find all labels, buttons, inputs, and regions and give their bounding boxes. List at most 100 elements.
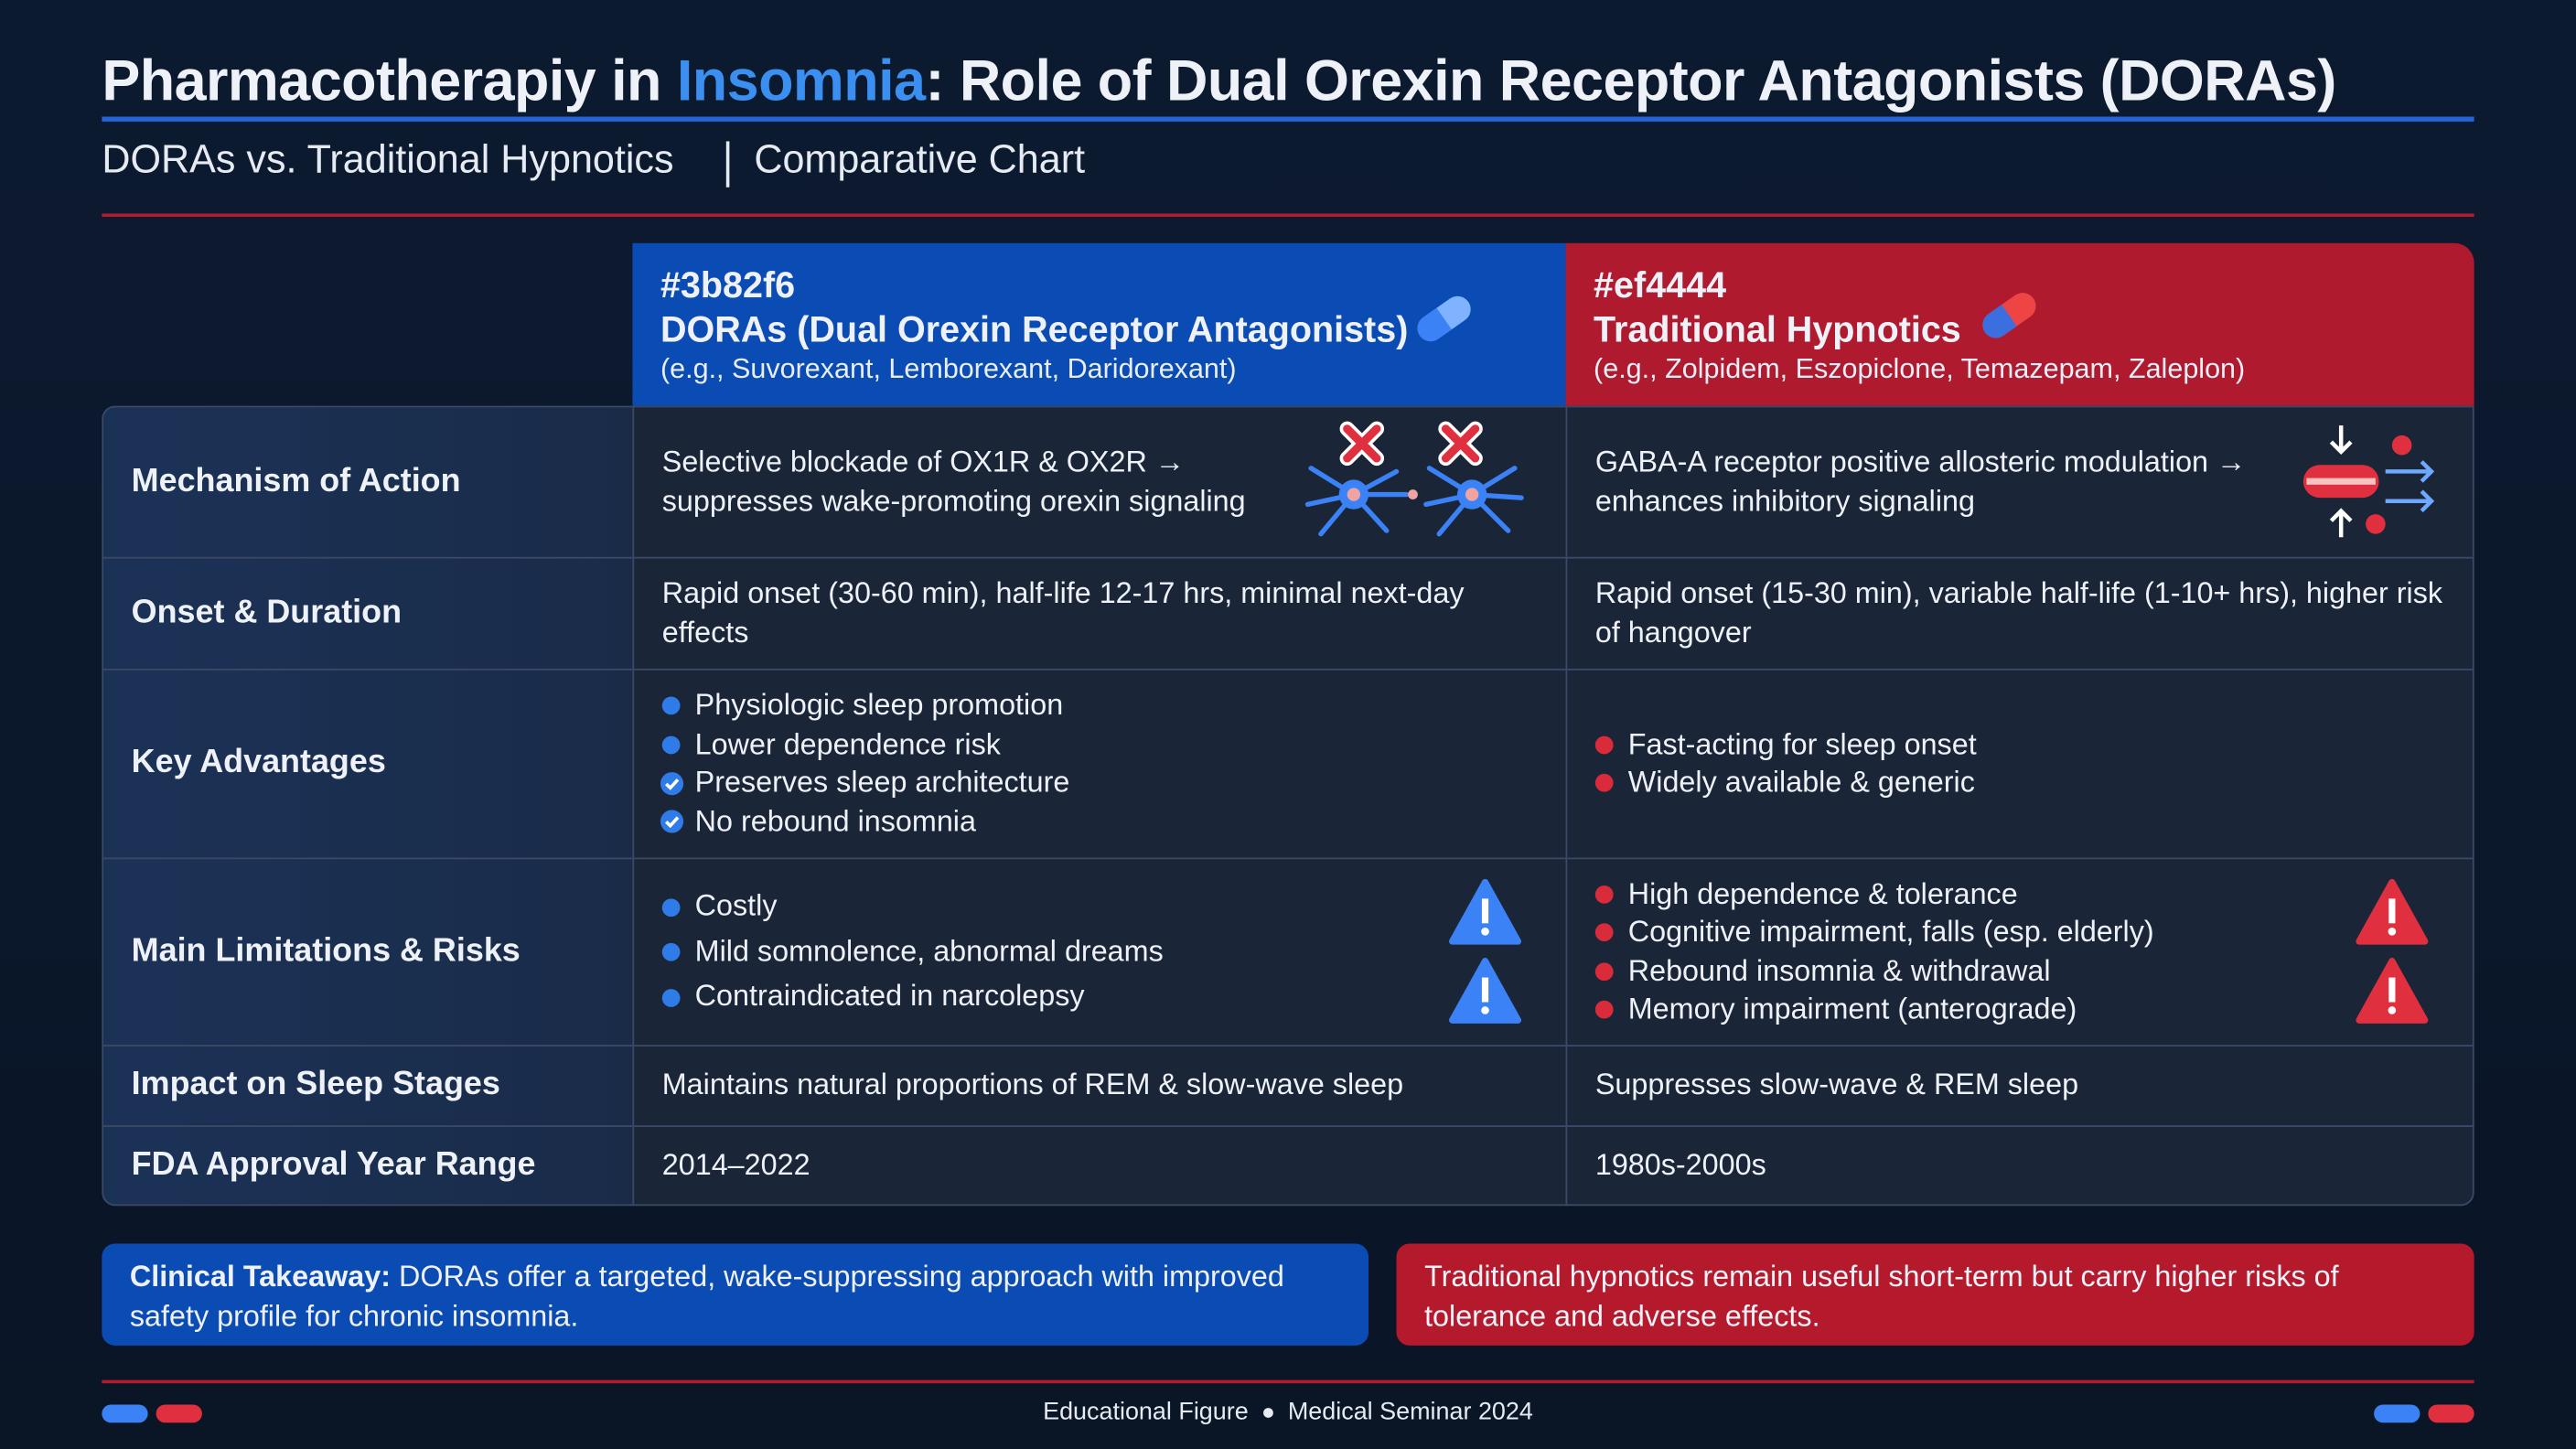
bullet	[1594, 923, 1614, 942]
table-cell: Suppresses slow-wave & REM sleep	[1565, 1045, 2474, 1128]
list-text: Cognitive impairment, falls (esp. elderl…	[1627, 915, 2154, 949]
check-icon	[660, 810, 684, 833]
list-text: Mild somnolence, abnormal dreams	[694, 934, 1164, 968]
takeaway-label: Clinical Takeaway:	[129, 1260, 391, 1293]
warning-icons	[2356, 878, 2429, 1024]
bullet	[1594, 1001, 1614, 1019]
list-item: Rebound insomnia & withdrawal	[1594, 952, 2444, 991]
cell-text: Rapid onset (30-60 min), half-life 12-17…	[661, 576, 1465, 649]
pill-icon	[1982, 293, 2036, 338]
divider	[102, 1379, 2474, 1384]
row-label: Mechanism of Action	[102, 405, 635, 559]
list-text: Contraindicated in narcolepsy	[694, 979, 1085, 1013]
receptor-icon	[2302, 425, 2435, 538]
list-item: Mild somnolence, abnormal dreams	[661, 929, 1538, 974]
bullet	[661, 897, 681, 917]
row-label: Impact on Sleep Stages	[102, 1045, 635, 1128]
column-examples: (e.g., Suvorexant, Lemborexant, Daridore…	[660, 353, 1237, 385]
column-header: #ef4444 Traditional Hypnotics (e.g., Zol…	[1565, 242, 2474, 406]
title: Pharmacotherapiy in Insomnia: Role of Du…	[102, 48, 2336, 115]
list-item: High dependence & tolerance	[1594, 875, 2444, 913]
row-label: Key Advantages	[102, 668, 635, 860]
table-cell: 2014–2022	[632, 1125, 1568, 1207]
bullet	[1594, 774, 1614, 793]
column-examples: (e.g., Zolpidem, Eszopiclone, Temazepam,…	[1594, 353, 2246, 385]
column-name: DORAs (Dual Orexin Receptor Antagonists)	[660, 308, 1409, 350]
bullet	[1594, 735, 1614, 754]
list-text: Preserves sleep architecture	[694, 765, 1070, 799]
takeaway: Traditional hypnotics remain useful shor…	[1396, 1243, 2474, 1346]
row-label: FDA Approval Year Range	[102, 1125, 635, 1207]
list-item: Widely available & generic	[1594, 764, 2444, 802]
title-text: Pharmacotherapiy in	[102, 48, 661, 113]
list-text: Physiologic sleep promotion	[694, 688, 1064, 722]
bullet	[1594, 885, 1614, 904]
cell-text: Suppresses slow-wave & REM sleep	[1594, 1068, 2079, 1101]
subtitle: DORAs vs. Traditional Hypnotics	[102, 137, 674, 183]
row-label: Onset & Duration	[102, 556, 635, 671]
footer-dot	[1262, 1408, 1273, 1418]
table-cell: Rapid onset (30-60 min), half-life 12-17…	[632, 556, 1568, 671]
list-text: Lower dependence risk	[694, 726, 1001, 760]
pill-deco	[2374, 1404, 2474, 1423]
table-cell: Physiologic sleep promotion Lower depende…	[632, 668, 1568, 860]
list-text: Memory impairment (anterograde)	[1627, 992, 2077, 1025]
column-code: #ef4444	[1594, 264, 1727, 306]
list-item: No rebound insomnia	[660, 802, 1538, 841]
separator	[725, 141, 730, 188]
list-item: Preserves sleep architecture	[660, 764, 1538, 802]
list-text: Rebound insomnia & withdrawal	[1627, 953, 2051, 987]
footer-text: Educational Figure	[1043, 1398, 1249, 1426]
takeaway-text: Traditional hypnotics remain useful shor…	[1424, 1260, 2339, 1332]
check-icon	[660, 771, 684, 795]
list-item: Physiologic sleep promotion	[661, 687, 1538, 725]
table-cell: Fast-acting for sleep onset Widely availa…	[1565, 668, 2474, 860]
table-cell: 1980s-2000s	[1565, 1125, 2474, 1207]
subtitle: Comparative Chart	[754, 137, 1086, 183]
bullet	[661, 696, 681, 715]
cell-text: Selective blockade of OX1R & OX2R → supp…	[661, 445, 1246, 517]
bullet	[661, 942, 681, 961]
warning-icons	[1449, 878, 1522, 1024]
table-cell: Rapid onset (15-30 min), variable half-l…	[1565, 556, 2474, 671]
row-label: Main Limitations & Risks	[102, 857, 635, 1047]
table-cell: High dependence & tolerance Cognitive imp…	[1565, 857, 2474, 1047]
list-item: Contraindicated in narcolepsy	[661, 974, 1538, 1019]
bullet	[661, 988, 681, 1007]
divider	[102, 213, 2474, 218]
check-mark	[665, 816, 680, 829]
cell-text: 1980s-2000s	[1594, 1147, 1766, 1181]
check-mark	[665, 778, 680, 790]
column-name: Traditional Hypnotics	[1594, 308, 1961, 350]
list-text: Costly	[694, 889, 778, 922]
table-cell: Maintains natural proportions of REM & s…	[632, 1045, 1568, 1128]
list-text: Widely available & generic	[1627, 765, 1975, 799]
cell-text: 2014–2022	[661, 1147, 810, 1181]
list-item: Cognitive impairment, falls (esp. elderl…	[1594, 914, 2444, 952]
list-text: No rebound insomnia	[694, 804, 976, 838]
list-item: Memory impairment (anterograde)	[1594, 991, 2444, 1029]
list-text: High dependence & tolerance	[1627, 876, 2018, 910]
list-item: Fast-acting for sleep onset	[1594, 725, 2444, 764]
pill-icon	[1417, 295, 1471, 342]
takeaway: Clinical Takeaway: DORAs offer a targete…	[102, 1243, 1369, 1346]
bullet	[1594, 961, 1614, 981]
cell-text: Rapid onset (15-30 min), variable half-l…	[1594, 576, 2443, 649]
title-highlight: Insomnia	[676, 48, 926, 113]
column-header: #3b82f6 DORAs (Dual Orexin Receptor Anta…	[632, 242, 1566, 406]
pill-deco	[102, 1404, 202, 1423]
table-cell: Costly Mild somnolence, abnormal dreams Co…	[632, 857, 1568, 1047]
cell-text: GABA-A receptor positive allosteric modu…	[1594, 445, 2247, 517]
list-text: Fast-acting for sleep onset	[1627, 726, 1977, 760]
footer-text: Medical Seminar 2024	[1287, 1398, 1533, 1426]
takeaway-text: DORAs offer a targeted, wake-suppressing…	[129, 1260, 1284, 1332]
footer: Educational Figure Medical Seminar 2024	[0, 1398, 2576, 1426]
neuron-icon	[1304, 421, 1524, 537]
cell-text: Maintains natural proportions of REM & s…	[661, 1068, 1404, 1101]
list-item: Costly	[661, 885, 1538, 929]
bullet	[661, 735, 681, 754]
title-text: : Role of Dual Orexin Receptor Antagonis…	[925, 48, 2336, 113]
column-code: #3b82f6	[660, 264, 796, 306]
